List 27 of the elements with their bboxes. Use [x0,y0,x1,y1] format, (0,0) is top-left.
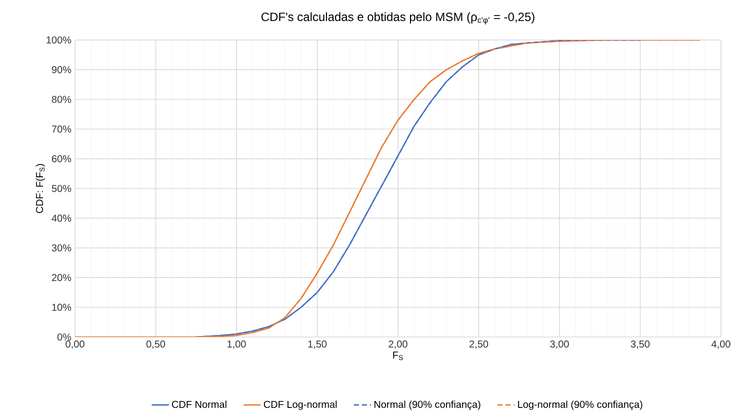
y-tick-label: 40% [52,214,72,222]
y-tick-label: 70% [52,126,72,133]
x-tick-label: 4,00 [712,340,730,349]
x-tick-label: 0,00 [66,340,84,349]
y-tick-label: 80% [52,96,72,103]
x-tick-label: 2,00 [388,340,408,349]
legend-label: CDF Log-normal [264,400,337,410]
x-tick-label: 1,00 [228,340,246,349]
x-tick-label: 2,50 [470,340,488,349]
y-tick-label: 20% [52,274,72,282]
x-tick-label: 3,00 [550,340,569,349]
x-tick-label: 0,50 [146,340,166,349]
x-axis-title: F$_{S}$ [393,352,403,360]
y-tick-label: 0% [57,333,72,341]
x-tick-label: 1,50 [308,340,327,349]
y-tick-label: 30% [52,244,72,252]
y-tick-label: 50% [52,184,72,192]
y-axis-title: CDF: F(F$_{S}$) [36,164,46,214]
y-tick-label: 100% [46,36,72,44]
x-tick-label: 3,50 [630,340,650,349]
y-tick-label: 60% [52,155,72,162]
y-tick-label: 10% [52,304,72,311]
legend-label: Log-normal (90% confiança) [518,400,642,410]
chart-title: CDF's calculadas e obtidas pelo MSM (ρ$_{c'φ'}$ = -0,25) [261,12,534,24]
legend-label: CDF Normal [172,400,226,408]
y-tick-label: 90% [52,66,72,74]
legend-label: Normal (90% confiança) [374,400,480,410]
